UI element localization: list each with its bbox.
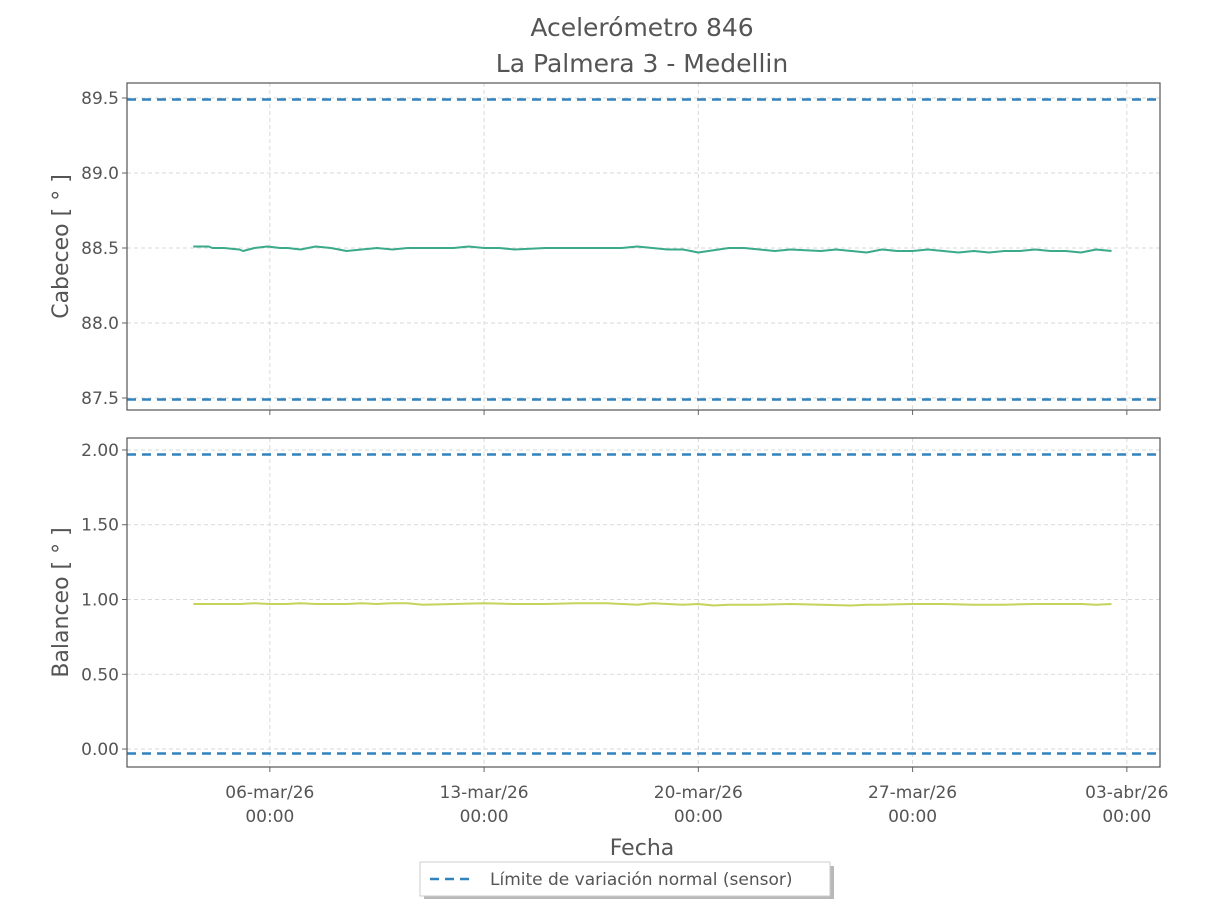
plot-frame (126, 82, 1161, 411)
x-tick-label-time: 00:00 (888, 807, 937, 827)
legend: Límite de variación normal (sensor) (419, 861, 834, 899)
y-axis-label: Cabeceo [ ° ] (49, 174, 74, 319)
x-tick-label-date: 20-mar/26 (654, 783, 743, 803)
y-tick-label: 1.00 (81, 591, 119, 611)
y-tick-label: 89.0 (81, 164, 119, 184)
y-tick-label: 1.50 (81, 516, 119, 536)
y-tick-label: 0.50 (81, 665, 119, 685)
x-tick-label-time: 00:00 (245, 807, 294, 827)
y-tick-label: 88.5 (81, 239, 119, 259)
x-tick-label-time: 00:00 (674, 807, 723, 827)
legend-limit-label: Límite de variación normal (sensor) (490, 870, 793, 890)
x-tick-label-date: 03-abr/26 (1085, 783, 1168, 803)
y-tick-label: 87.5 (81, 389, 119, 409)
y-tick-label: 2.00 (81, 441, 119, 461)
x-tick-label-time: 00:00 (460, 807, 509, 827)
x-tick-label-date: 06-mar/26 (225, 783, 314, 803)
x-tick-label-time: 00:00 (1102, 807, 1151, 827)
series-line (193, 245, 1112, 254)
legend-box (419, 861, 831, 897)
pitch-panel: 87.5 88.0 88.5 89.0 89.5 Cabeceo [ ° ] (49, 82, 1161, 415)
y-tick-label: 88.0 (81, 314, 119, 334)
x-tick-label-date: 27-mar/26 (868, 783, 957, 803)
y-tick-label: 0.00 (81, 740, 119, 760)
series-line (193, 602, 1112, 607)
chart-title-line2: La Palmera 3 - Medellin (496, 49, 788, 78)
y-tick-label: 89.5 (81, 89, 119, 109)
y-axis-label: Balanceo [ ° ] (49, 527, 74, 677)
chart-title-line1: Acelerómetro 846 (530, 13, 753, 42)
plot-frame (126, 437, 1161, 768)
x-axis-label: Fecha (610, 836, 675, 861)
x-tick-label-date: 13-mar/26 (440, 783, 529, 803)
roll-panel: 0.00 0.50 1.00 1.50 2.00 Balanceo [ ° ] 06-mar… (49, 437, 1169, 827)
